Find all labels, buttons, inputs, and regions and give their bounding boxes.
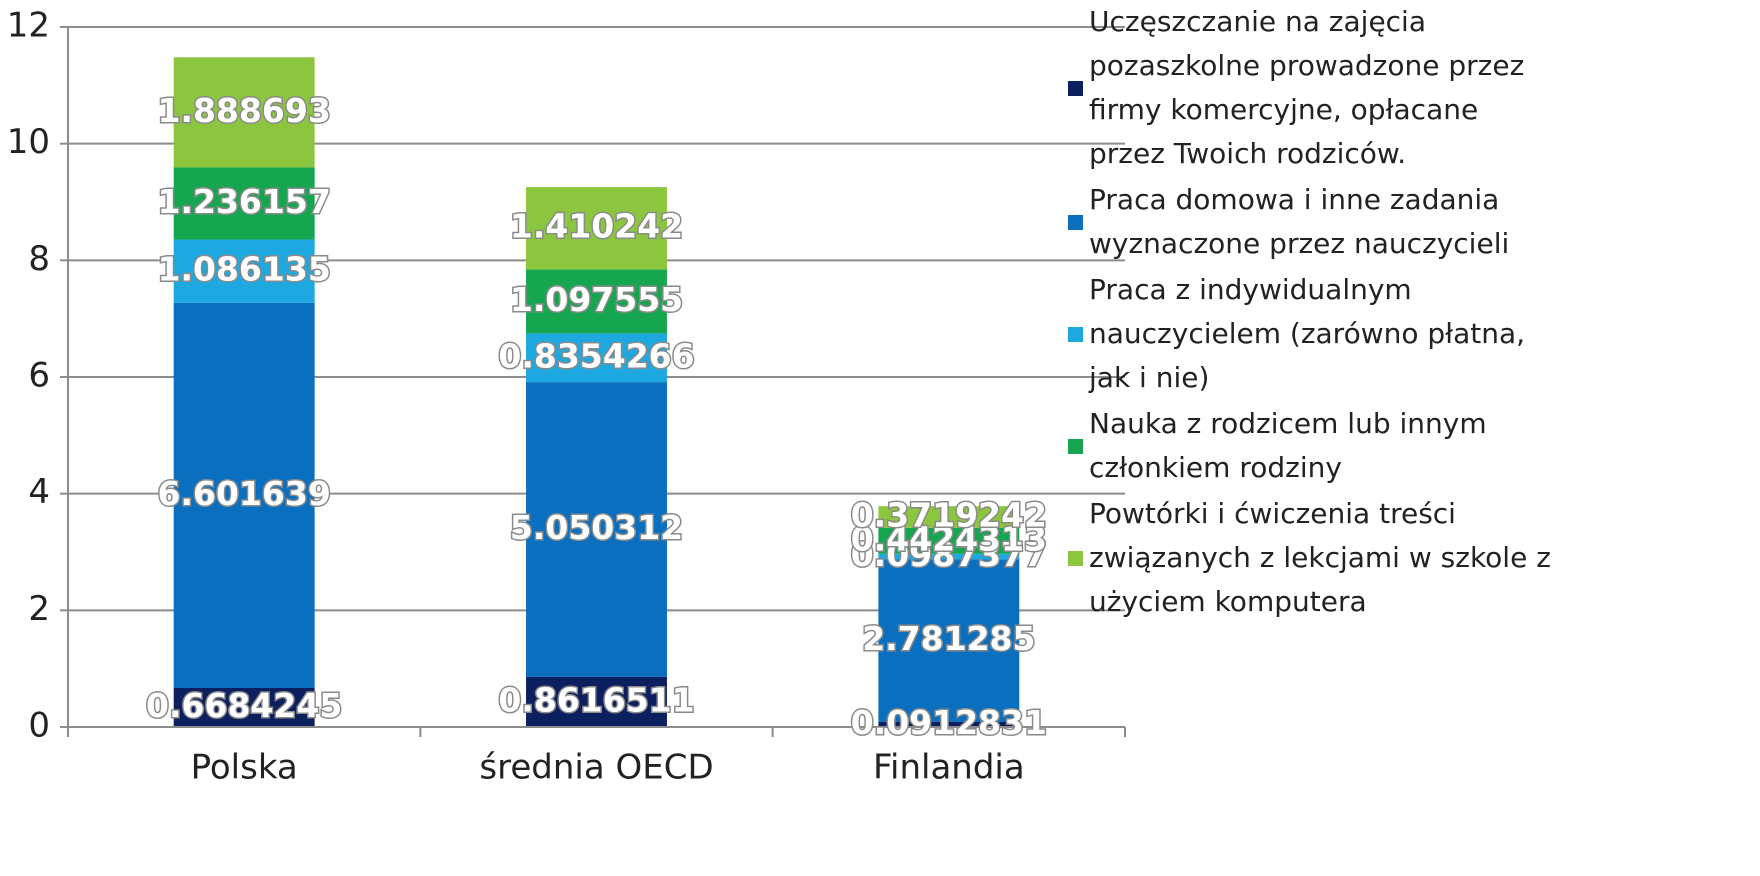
value-label: 0.6684245	[146, 686, 342, 725]
bar-segment	[526, 676, 667, 727]
y-tick-label: 0	[28, 706, 50, 746]
bar-segment	[878, 553, 1020, 560]
bar-segment	[173, 57, 315, 168]
value-label: 2.781285	[862, 619, 1035, 658]
legend-label: Praca domowa i inne zadania wyznaczone p…	[1089, 183, 1510, 260]
value-label: 0.8616511	[498, 680, 694, 719]
bar-segment	[526, 333, 667, 383]
bar-segment	[173, 239, 315, 303]
legend-swatch	[1068, 80, 1083, 96]
value-label: 0.8354266	[498, 336, 694, 375]
y-tick-label: 6	[28, 356, 50, 396]
legend-entry: Nauka z rodzicem lub innym członkiem rod…	[1068, 402, 1558, 490]
legend-label: Nauka z rodzicem lub innym członkiem rod…	[1089, 407, 1487, 484]
plot: 0 2 4 6 8 10 12 Polska średnia OECD Finlandia 0.66…	[7, 6, 1126, 788]
value-label: 0.0912831	[851, 703, 1047, 742]
legend-swatch	[1068, 326, 1083, 342]
value-label: 5.050312	[510, 508, 683, 547]
bar-segment	[173, 302, 315, 689]
bar-segment	[526, 269, 667, 334]
legend-entry: Praca z indywidualnym nauczycielem (zaró…	[1068, 268, 1558, 400]
legend-label: Powtórki i ćwiczenia treści związanych z…	[1089, 497, 1551, 618]
y-tick-label: 4	[28, 472, 50, 512]
x-tick-label: średnia OECD	[479, 748, 713, 788]
value-label: 0.0987377	[851, 535, 1047, 574]
legend-entry: Powtórki i ćwiczenia treści związanych z…	[1068, 492, 1558, 624]
y-tick-label: 2	[28, 589, 50, 629]
legend-label: Uczęszczanie na zajęcia pozaszkolne prow…	[1089, 5, 1525, 170]
legend-swatch	[1068, 214, 1083, 230]
bar-segment	[173, 167, 315, 240]
y-tick-label: 10	[7, 122, 50, 162]
bar-segment	[526, 382, 667, 677]
x-tick-label: Polska	[191, 748, 298, 788]
value-label: 1.086135	[158, 250, 331, 289]
legend-entry: Praca domowa i inne zadania wyznaczone p…	[1068, 178, 1558, 266]
value-label: 0.3719242	[851, 496, 1047, 535]
x-tick-label: Finlandia	[873, 748, 1025, 788]
legend: Uczęszczanie na zajęcia pozaszkolne prow…	[1068, 0, 1558, 626]
legend-swatch	[1068, 438, 1083, 454]
legend-label: Praca z indywidualnym nauczycielem (zaró…	[1089, 273, 1526, 394]
value-label: 1.888693	[158, 91, 331, 130]
y-tick-label: 8	[28, 239, 50, 279]
bar-segment	[878, 506, 1020, 528]
value-label: 6.601639	[158, 474, 331, 513]
y-tick-label: 12	[7, 6, 50, 46]
bar-segment	[878, 527, 1020, 554]
bar-segment	[526, 187, 667, 270]
value-label: 1.236157	[158, 182, 331, 221]
bar-segment	[173, 688, 315, 727]
value-label: 1.097555	[510, 280, 683, 319]
legend-swatch	[1068, 550, 1083, 566]
bar-segment	[878, 559, 1020, 722]
legend-entry: Uczęszczanie na zajęcia pozaszkolne prow…	[1068, 0, 1558, 176]
value-label: 0.4424313	[851, 519, 1047, 558]
value-label: 1.410242	[510, 207, 683, 246]
bar-segment	[878, 721, 1020, 727]
